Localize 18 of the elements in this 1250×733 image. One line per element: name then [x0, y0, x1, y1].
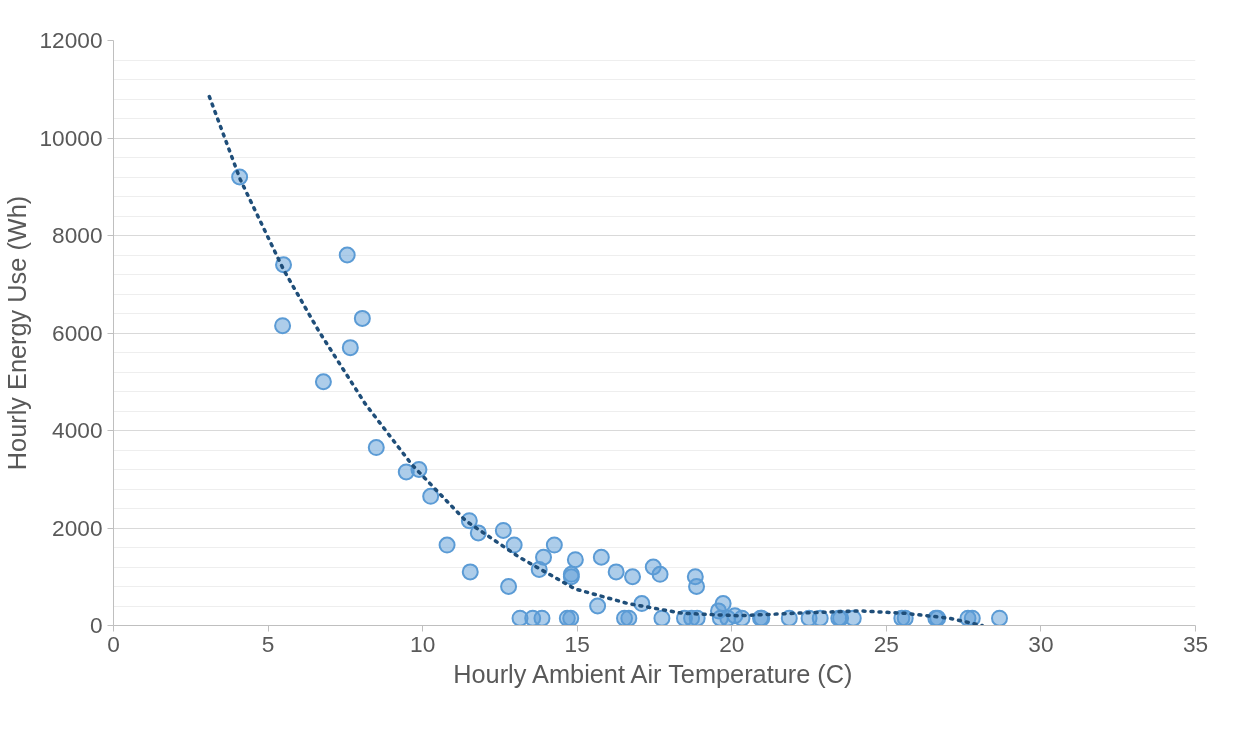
x-tick-label: 5 — [261, 630, 275, 657]
x-tick-label: 0 — [107, 630, 120, 657]
x-tick-label: 25 — [873, 630, 899, 657]
y-axis-title: Hourly Energy Use (Wh) — [3, 195, 32, 471]
y-tick-label: 4000 — [52, 417, 103, 443]
x-tick-label: 10 — [410, 630, 436, 657]
y-tick-label: 0 — [89, 612, 103, 638]
y-tick-label: 6000 — [52, 319, 103, 346]
x-tick-label: 20 — [719, 630, 745, 657]
y-tick-label: 10000 — [39, 124, 103, 151]
x-tick-label: 35 — [1182, 630, 1209, 657]
x-tick-label: 30 — [1028, 630, 1054, 657]
y-tick-label: 12000 — [39, 27, 103, 53]
line-series — [207, 94, 984, 626]
x-tick-label: 15 — [564, 630, 590, 657]
x-axis-title: Hourly Ambient Air Temperature (C) — [453, 659, 853, 688]
y-tick-label: 8000 — [52, 222, 103, 248]
y-tick-label: 2000 — [52, 514, 103, 541]
